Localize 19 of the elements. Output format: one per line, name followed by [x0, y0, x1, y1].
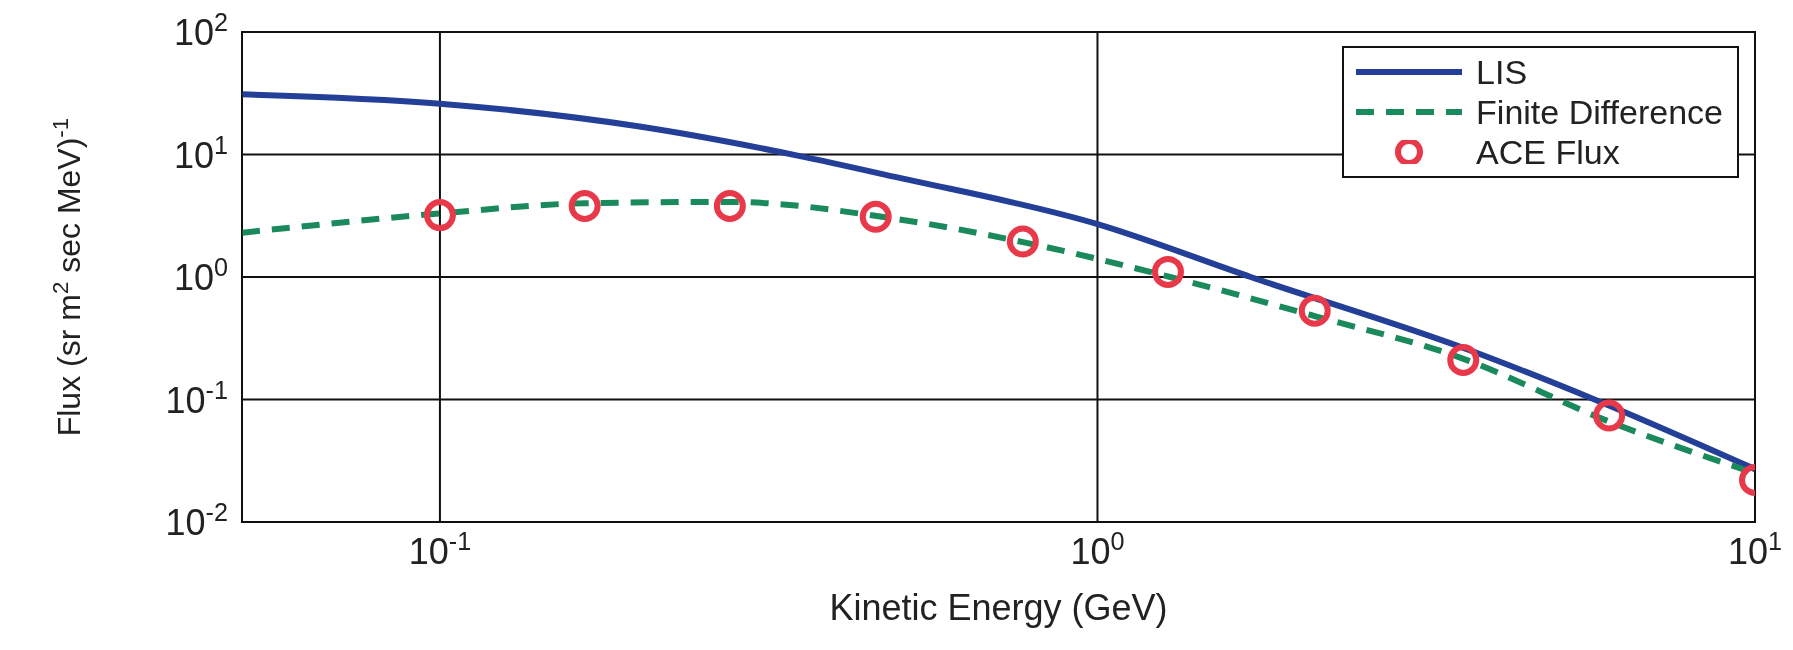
x-tick-label: 10$^{0}$	[1070, 527, 1125, 572]
point	[423, 199, 456, 232]
point	[1006, 225, 1039, 258]
point	[1151, 255, 1184, 288]
y-tick-label: 10$^{1}$	[173, 130, 228, 176]
point	[713, 189, 746, 222]
y-tick-label: 10$^{0}$	[173, 253, 228, 298]
y-tick-label: 10$^{2}$	[173, 8, 228, 53]
legend-label: Finite Difference	[1476, 92, 1723, 132]
x-axis-title: Kinetic Energy (GeV)	[829, 587, 1168, 628]
x-tick-label: 10$^{1}$	[1727, 527, 1783, 572]
legend-label: ACE Flux	[1476, 132, 1620, 172]
x-tick-label: 10$^{-1}$	[408, 527, 472, 572]
point	[568, 189, 601, 222]
y-tick-label: 10$^{-1}$	[165, 375, 228, 421]
point	[1298, 294, 1331, 327]
legend-label: LIS	[1476, 52, 1528, 92]
point	[859, 200, 892, 233]
y-tick-label: 10$^{-2}$	[165, 498, 228, 543]
